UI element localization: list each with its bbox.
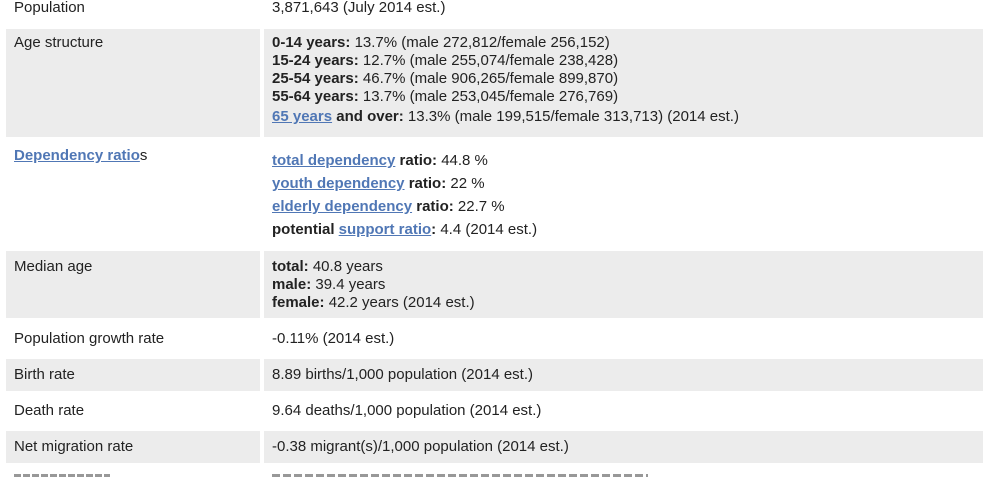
next-row-cutoff bbox=[6, 468, 983, 477]
age-55-64: 55-64 years: 13.7% (male 253,045/female … bbox=[272, 88, 619, 105]
dep-elderly: elderly dependency ratio: 22.7 % bbox=[272, 198, 505, 215]
value-population: 3,871,643 (July 2014 est.) bbox=[272, 0, 446, 16]
value-net-migration-rate: -0.38 migrant(s)/1,000 population (2014 … bbox=[264, 431, 983, 463]
row-death-rate: Death rate 9.64 deaths/1,000 population … bbox=[6, 395, 983, 427]
cut-value-stub bbox=[272, 474, 648, 477]
label-median-age: Median age bbox=[6, 251, 260, 318]
label-age-structure: Age structure bbox=[6, 29, 260, 137]
label-population: Population bbox=[14, 0, 85, 16]
median-female: female: 42.2 years (2014 est.) bbox=[272, 294, 475, 311]
label-net-migration-rate: Net migration rate bbox=[6, 431, 260, 463]
link-youth-dependency[interactable]: youth dependency bbox=[272, 175, 405, 192]
row-growth-rate: Population growth rate -0.11% (2014 est.… bbox=[6, 323, 983, 355]
link-dependency-ratio[interactable]: Dependency ratio bbox=[14, 147, 140, 164]
row-net-migration-rate: Net migration rate -0.38 migrant(s)/1,00… bbox=[6, 431, 983, 463]
link-elderly-dependency[interactable]: elderly dependency bbox=[272, 198, 413, 215]
row-median-age: Median age total: 40.8 years male: 39.4 … bbox=[6, 251, 983, 318]
age-25-54: 25-54 years: 46.7% (male 906,265/female … bbox=[272, 70, 619, 87]
link-support-ratio[interactable]: support ratio bbox=[338, 221, 432, 238]
row-dependency-ratios: Dependency ratios total dependency ratio… bbox=[6, 141, 983, 246]
row-birth-rate: Birth rate 8.89 births/1,000 population … bbox=[6, 359, 983, 391]
label-birth-rate: Birth rate bbox=[6, 359, 260, 391]
link-total-dependency[interactable]: total dependency bbox=[272, 152, 396, 169]
median-male: male: 39.4 years bbox=[272, 276, 386, 293]
value-growth-rate: -0.11% (2014 est.) bbox=[272, 330, 395, 347]
value-age-structure: 0-14 years: 13.7% (male 272,812/female 2… bbox=[264, 29, 983, 137]
median-total: total: 40.8 years bbox=[272, 258, 383, 275]
label-growth-rate: Population growth rate bbox=[14, 330, 165, 347]
link-65-years[interactable]: 65 years bbox=[272, 108, 333, 125]
dep-support: potential support ratio: 4.4 (2014 est.) bbox=[272, 221, 538, 238]
label-death-rate: Death rate bbox=[14, 402, 85, 419]
value-birth-rate: 8.89 births/1,000 population (2014 est.) bbox=[264, 359, 983, 391]
value-median-age: total: 40.8 years male: 39.4 years femal… bbox=[264, 251, 983, 318]
value-death-rate: 9.64 deaths/1,000 population (2014 est.) bbox=[272, 402, 542, 419]
label-dependency-ratios: Dependency ratios bbox=[14, 147, 148, 164]
age-65-over: 65 years and over: 13.3% (male 199,515/f… bbox=[272, 108, 739, 125]
dep-youth: youth dependency ratio: 22 % bbox=[272, 175, 485, 192]
age-15-24: 15-24 years: 12.7% (male 255,074/female … bbox=[272, 52, 619, 69]
dep-total: total dependency ratio: 44.8 % bbox=[272, 152, 488, 169]
row-age-structure: Age structure 0-14 years: 13.7% (male 27… bbox=[6, 29, 983, 137]
value-dependency-ratios: total dependency ratio: 44.8 % youth dep… bbox=[264, 141, 983, 246]
row-population: Population 3,871,643 (July 2014 est.) bbox=[6, 0, 983, 21]
age-0-14: 0-14 years: 13.7% (male 272,812/female 2… bbox=[272, 34, 610, 51]
cut-label-stub bbox=[14, 474, 110, 477]
